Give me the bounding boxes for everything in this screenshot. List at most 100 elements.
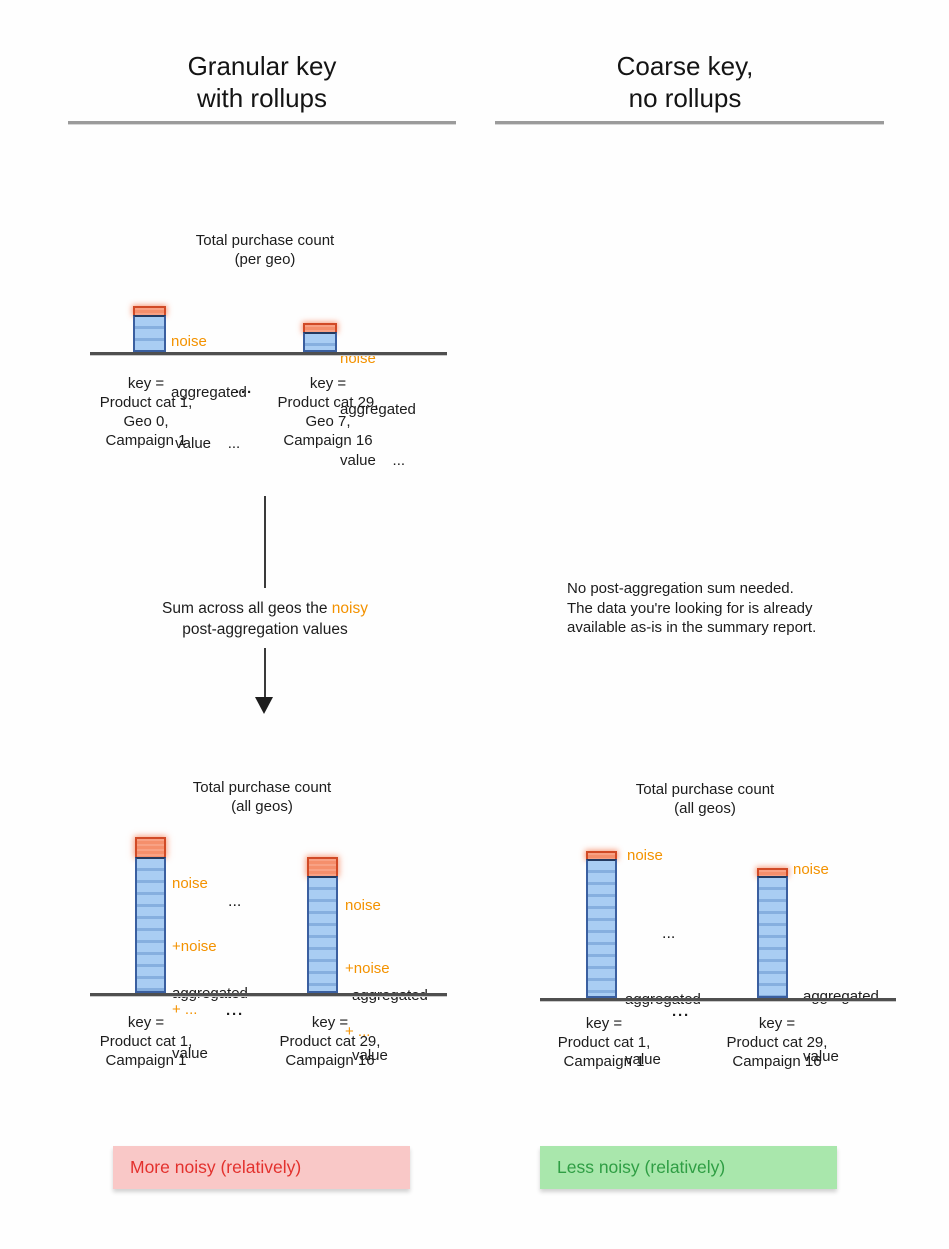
key-line: Geo 0, [123,413,169,430]
key-line: Campaign 1 [105,432,187,449]
right-header-line1: Coarse key, [616,51,754,81]
key-label-rollup-1: key = Product cat 1, Campaign 1 [71,1013,221,1070]
bar-aggregated-segment [303,332,337,352]
key-label-coarse-2: key = Product cat 29, Campaign 16 [697,1014,857,1071]
bar-aggregated-segment [586,859,617,998]
bar-per-geo-2 [303,323,337,352]
bar-aggregated-segment [133,315,166,352]
left-column-header: Granular key with rollups [112,50,412,114]
key-line: Campaign 16 [285,1052,375,1069]
key-label-coarse-1: key = Product cat 1, Campaign 1 [529,1014,679,1071]
bar-coarse-2 [757,868,788,998]
noise-label: + ... [345,1023,371,1040]
noise-label: +noise [345,960,390,977]
key-line: Product cat 1, [557,1034,651,1051]
value-line: aggregated [803,988,879,1005]
right-header-rule [495,121,884,125]
key-line: Product cat 29, [277,394,379,411]
left-header-line2: with rollups [196,83,328,113]
bar-aggregated-segment [757,876,788,998]
title-line: Total purchase count [635,781,775,798]
noise-label: +noise [172,938,217,955]
noise-label: noise [793,861,829,878]
noise-label: noise [627,847,663,864]
key-ellipsis: ··· [235,384,253,401]
key-line: Geo 7, [305,413,351,430]
noise-label: noise [171,333,207,350]
value-line: value [625,1051,661,1068]
stacked-noise-labels: noise +noise + ... [345,853,390,1084]
bottom-right-axis [540,998,896,1002]
value-label: value ... [340,452,406,469]
title-line: (per geo) [234,251,296,268]
key-line: Product cat 29, [279,1033,381,1050]
key-line: Product cat 1, [99,394,193,411]
key-line: key = [127,375,165,392]
bar-per-geo-1 [133,306,166,352]
bar-noise-segment [135,837,166,857]
key-line: key = [309,375,347,392]
bar2-labels: noise aggregated value ... [340,316,416,503]
down-arrow-shaft-bottom [264,648,266,698]
title-line: (all geos) [674,800,736,817]
right-header-line2: no rollups [628,83,742,113]
key-line: Campaign 16 [732,1053,822,1070]
caption-line1: Sum across all geos the noisy [162,600,368,617]
key-ellipsis: ··· [672,1007,690,1024]
key-label-granular-2: key = Product cat 29, Geo 7, Campaign 16 [248,374,408,450]
key-line: Product cat 29, [726,1034,828,1051]
bottom-left-chart-title: Total purchase count (all geos) [112,778,412,816]
key-line: Product cat 1, [99,1033,193,1050]
title-line: (all geos) [231,798,293,815]
noise-label: + ... [172,1001,198,1018]
aggregated-label: aggregated [340,401,416,418]
title-line: Total purchase count [195,232,335,249]
bottom-left-axis [90,993,447,997]
stacked-noise-labels: noise +noise + ... [172,831,217,1062]
value-label: value ... [171,435,241,452]
key-ellipsis: ··· [226,1006,244,1023]
note-line: The data you're looking for is already [567,599,813,617]
down-arrow-head-icon [255,697,273,714]
note-line: available as-is in the summary report. [567,619,817,636]
key-line: Campaign 1 [105,1052,187,1069]
right-column-header: Coarse key, no rollups [535,50,835,114]
noise-label: noise [172,875,208,892]
left-header-rule [68,121,456,125]
bar-all-geos-rollup-2 [307,857,338,993]
less-noisy-badge: Less noisy (relatively) [540,1146,837,1189]
bar-noise-segment [307,857,338,876]
noise-label: noise [345,897,381,914]
bar-noise-segment [757,868,788,876]
bar-noise-segment [586,851,617,859]
key-line: key = [758,1015,796,1032]
bars-ellipsis: ... [662,925,676,942]
value-line: value [172,1045,208,1062]
noisy-highlight: noisy [331,600,368,617]
bars-ellipsis: ... [228,893,242,910]
bar-all-geos-rollup-1 [135,837,166,993]
key-label-granular-1: key = Product cat 1, Geo 0, Campaign 1 [71,374,221,450]
aggregated-label: aggregated [171,384,247,401]
coarse-key-note: No post-aggregation sum needed. The data… [567,579,912,638]
title-line: Total purchase count [192,779,332,796]
bar-aggregated-segment [307,876,338,993]
key-line: key = [585,1015,623,1032]
bar-noise-segment [303,323,337,332]
note-line: No post-aggregation sum needed. [567,580,794,597]
key-line: Campaign 16 [283,432,373,449]
value-line: value [352,1047,388,1064]
bar-noise-segment [133,306,166,315]
down-arrow-shaft-top [264,496,266,588]
top-left-axis [90,352,447,356]
key-line: key = [311,1014,349,1031]
key-line: key = [127,1014,165,1031]
bottom-right-chart-title: Total purchase count (all geos) [555,780,855,818]
key-line: Campaign 1 [563,1053,645,1070]
value-line: value [803,1048,839,1065]
key-label-rollup-2: key = Product cat 29, Campaign 16 [250,1013,410,1070]
more-noisy-badge: More noisy (relatively) [113,1146,410,1189]
sum-step-caption: Sum across all geos the noisy post-aggre… [115,598,415,640]
left-header-line1: Granular key [187,51,337,81]
